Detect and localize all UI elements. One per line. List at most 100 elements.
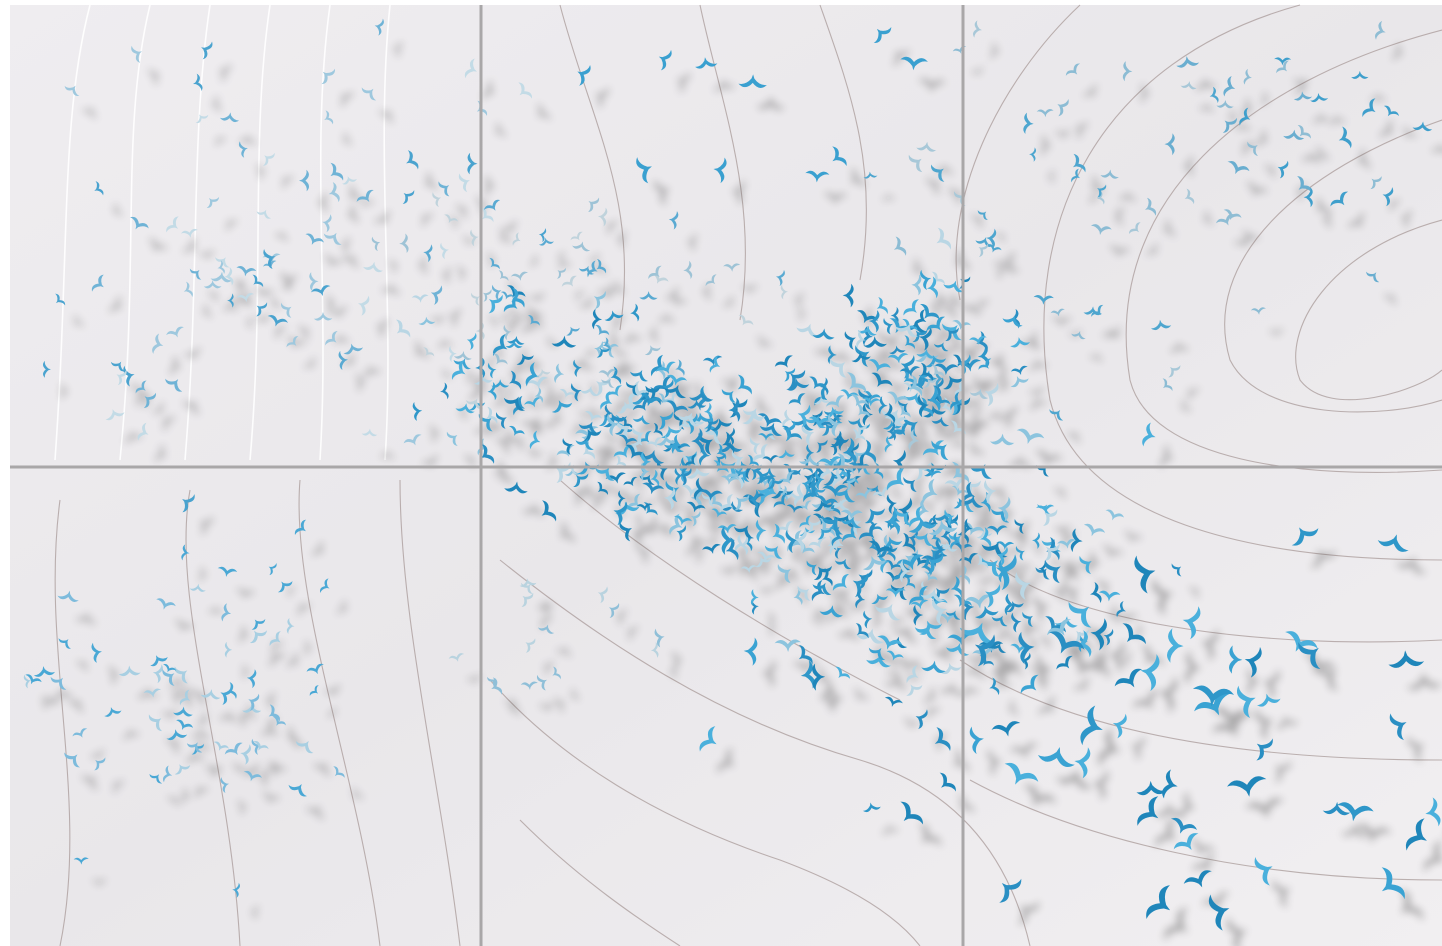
bird-shadow (830, 350, 853, 362)
bird (903, 369, 916, 386)
bird-shadow (875, 347, 895, 358)
bird-shadow (837, 627, 861, 640)
bird-shadow (361, 365, 382, 377)
bird (1090, 581, 1102, 604)
bird-shadow (555, 646, 573, 656)
bird-shadow (153, 402, 165, 416)
bird-shadow (286, 584, 295, 598)
bird (644, 345, 661, 356)
bird (597, 481, 608, 495)
bird (847, 442, 859, 460)
bird-shadow (773, 578, 790, 590)
bird-shadow (713, 79, 736, 91)
bird-shadow (1067, 653, 1103, 676)
bird-shadow (183, 400, 201, 414)
bird (324, 110, 334, 125)
bird (1351, 70, 1369, 79)
bird (1036, 504, 1055, 514)
bird (200, 689, 221, 700)
bird (1375, 20, 1386, 40)
bird-shadow (1053, 589, 1068, 602)
bird-shadow (1354, 824, 1392, 844)
bird (616, 420, 631, 441)
bird-shadow (304, 639, 313, 656)
bird (600, 391, 613, 410)
bird-shadow (815, 607, 829, 623)
bird (666, 400, 689, 414)
bird-shadow (596, 287, 613, 297)
bird-shadow (824, 582, 835, 598)
bird-shadow (735, 545, 755, 556)
bird (249, 630, 268, 644)
bird (333, 766, 345, 778)
bird (873, 27, 892, 43)
bird-shadow (969, 417, 983, 438)
bird-shadow (623, 494, 644, 506)
bird-shadow (1210, 707, 1253, 729)
bird (651, 273, 669, 284)
bird (779, 485, 788, 502)
bird (772, 523, 785, 544)
bird-shadow (894, 319, 906, 337)
bird (1184, 188, 1195, 205)
bird (822, 484, 848, 497)
bird-shadow (471, 380, 489, 392)
bird (984, 382, 999, 407)
bird (480, 207, 494, 223)
bird (453, 358, 471, 370)
bird-shadow (348, 184, 362, 203)
bird-shadow (731, 482, 747, 495)
bird-shadow (207, 290, 220, 302)
bird-shadow (835, 549, 850, 562)
bird-shadow (285, 337, 307, 349)
bird (809, 376, 827, 389)
bird-shadow (43, 696, 60, 707)
bird (963, 518, 973, 538)
bird (467, 152, 478, 175)
bird-shadow (613, 346, 628, 358)
bird (855, 623, 869, 639)
bird-shadow (1007, 455, 1033, 468)
bird (916, 375, 935, 388)
bird (232, 882, 240, 898)
bird-shadow (1245, 182, 1268, 197)
bird (629, 370, 648, 382)
bird (658, 411, 673, 430)
bird (675, 359, 685, 376)
bird (213, 741, 229, 751)
bird-shadow (200, 516, 213, 535)
bird (149, 773, 163, 784)
bird (1090, 618, 1107, 651)
bird (559, 389, 575, 398)
bird (176, 719, 194, 730)
bird-shadow (905, 449, 924, 461)
bird-shadow (224, 218, 238, 230)
bird-shadow (684, 396, 706, 408)
bird (323, 232, 342, 245)
bird (693, 477, 706, 501)
bird (702, 355, 723, 366)
bird (511, 287, 525, 308)
bird (762, 455, 779, 464)
bird (935, 370, 944, 388)
bird (976, 554, 989, 569)
bird-shadow (109, 664, 120, 685)
bird-shadow (274, 324, 286, 339)
bird (1370, 176, 1382, 190)
bird-shadow (950, 620, 965, 648)
bird-shadow (191, 728, 211, 739)
bird (286, 617, 295, 634)
bird (699, 726, 717, 752)
bird-shadow (483, 420, 501, 431)
bird (64, 752, 81, 768)
bird-shadow (218, 711, 239, 722)
bird (165, 378, 183, 392)
bird (785, 529, 799, 554)
bird-shadow (622, 332, 642, 344)
bird (902, 532, 916, 553)
bird-shadow (971, 616, 991, 629)
bird (950, 392, 962, 411)
bird (570, 383, 582, 402)
bird (305, 233, 325, 245)
bird (884, 403, 896, 424)
